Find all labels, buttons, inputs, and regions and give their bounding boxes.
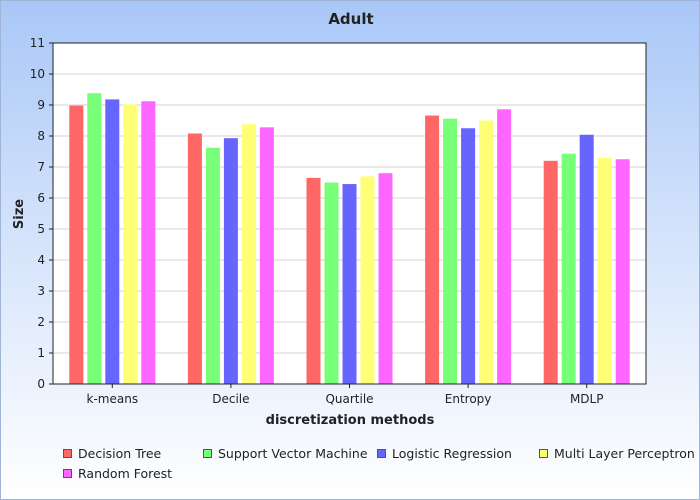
bar	[497, 109, 512, 384]
bar	[561, 153, 576, 384]
y-tick-label: 8	[37, 129, 45, 143]
legend-item: Decision Tree	[63, 446, 161, 461]
x-tick-label: MDLP	[570, 392, 604, 406]
bar	[324, 182, 339, 384]
bar	[87, 93, 102, 384]
bar	[306, 177, 321, 384]
chart-title: Adult	[328, 10, 373, 28]
y-tick-label: 0	[37, 377, 45, 391]
x-axis-title: discretization methods	[266, 413, 435, 428]
legend-label: Random Forest	[78, 466, 173, 481]
plot-area: 0 1 2 3 4 5 6 7 8 9 10 11 k-means Decile Quartile Entro…	[30, 36, 647, 406]
bar	[141, 101, 156, 384]
y-tick-label: 7	[37, 160, 45, 174]
legend-swatch	[63, 449, 72, 458]
bar	[479, 120, 494, 384]
bar	[597, 157, 612, 384]
y-tick-label: 2	[37, 315, 45, 329]
bar	[123, 104, 138, 384]
bar	[69, 105, 84, 385]
bar	[579, 134, 594, 384]
plot-border	[52, 42, 647, 385]
y-tick-label: 1	[37, 346, 45, 360]
x-tick-label: Decile	[212, 392, 249, 406]
y-tick-label: 5	[37, 222, 45, 236]
x-tick-label: Quartile	[325, 392, 373, 406]
y-tick-label: 6	[37, 191, 45, 205]
bar	[615, 159, 630, 384]
bar	[342, 184, 357, 384]
bar	[443, 118, 458, 384]
legend-label: Decision Tree	[78, 446, 162, 461]
y-tick-label: 9	[37, 98, 45, 112]
legend-label: Multi Layer Perceptron	[554, 446, 695, 461]
legend-label: Logistic Regression	[392, 446, 512, 461]
legend-item: Multi Layer Perceptron	[539, 446, 695, 461]
legend-swatch	[63, 469, 72, 478]
legend-item: Logistic Regression	[377, 446, 512, 461]
legend-swatch	[377, 449, 386, 458]
y-tick-label: 3	[37, 284, 45, 298]
legend-label: Support Vector Machine	[218, 446, 368, 461]
bar	[105, 99, 120, 385]
y-tick-label: 4	[37, 253, 45, 267]
bar	[543, 160, 558, 384]
bar	[461, 128, 476, 384]
y-tick-label: 10	[30, 67, 45, 81]
x-tick-label: Entropy	[445, 392, 492, 406]
y-axis-title: Size	[12, 199, 27, 229]
bar	[259, 127, 274, 384]
legend-swatch	[539, 449, 548, 458]
bar	[425, 115, 440, 384]
bar	[187, 133, 202, 384]
x-tick-label: k-means	[87, 392, 139, 406]
bar	[205, 147, 220, 384]
bar	[241, 124, 256, 384]
legend-item: Support Vector Machine	[203, 446, 368, 461]
y-tick-label: 11	[30, 36, 45, 50]
bar	[223, 138, 238, 384]
bar	[378, 173, 393, 384]
legend-item: Random Forest	[63, 466, 172, 481]
bar	[360, 176, 375, 384]
legend-swatch	[203, 449, 212, 458]
